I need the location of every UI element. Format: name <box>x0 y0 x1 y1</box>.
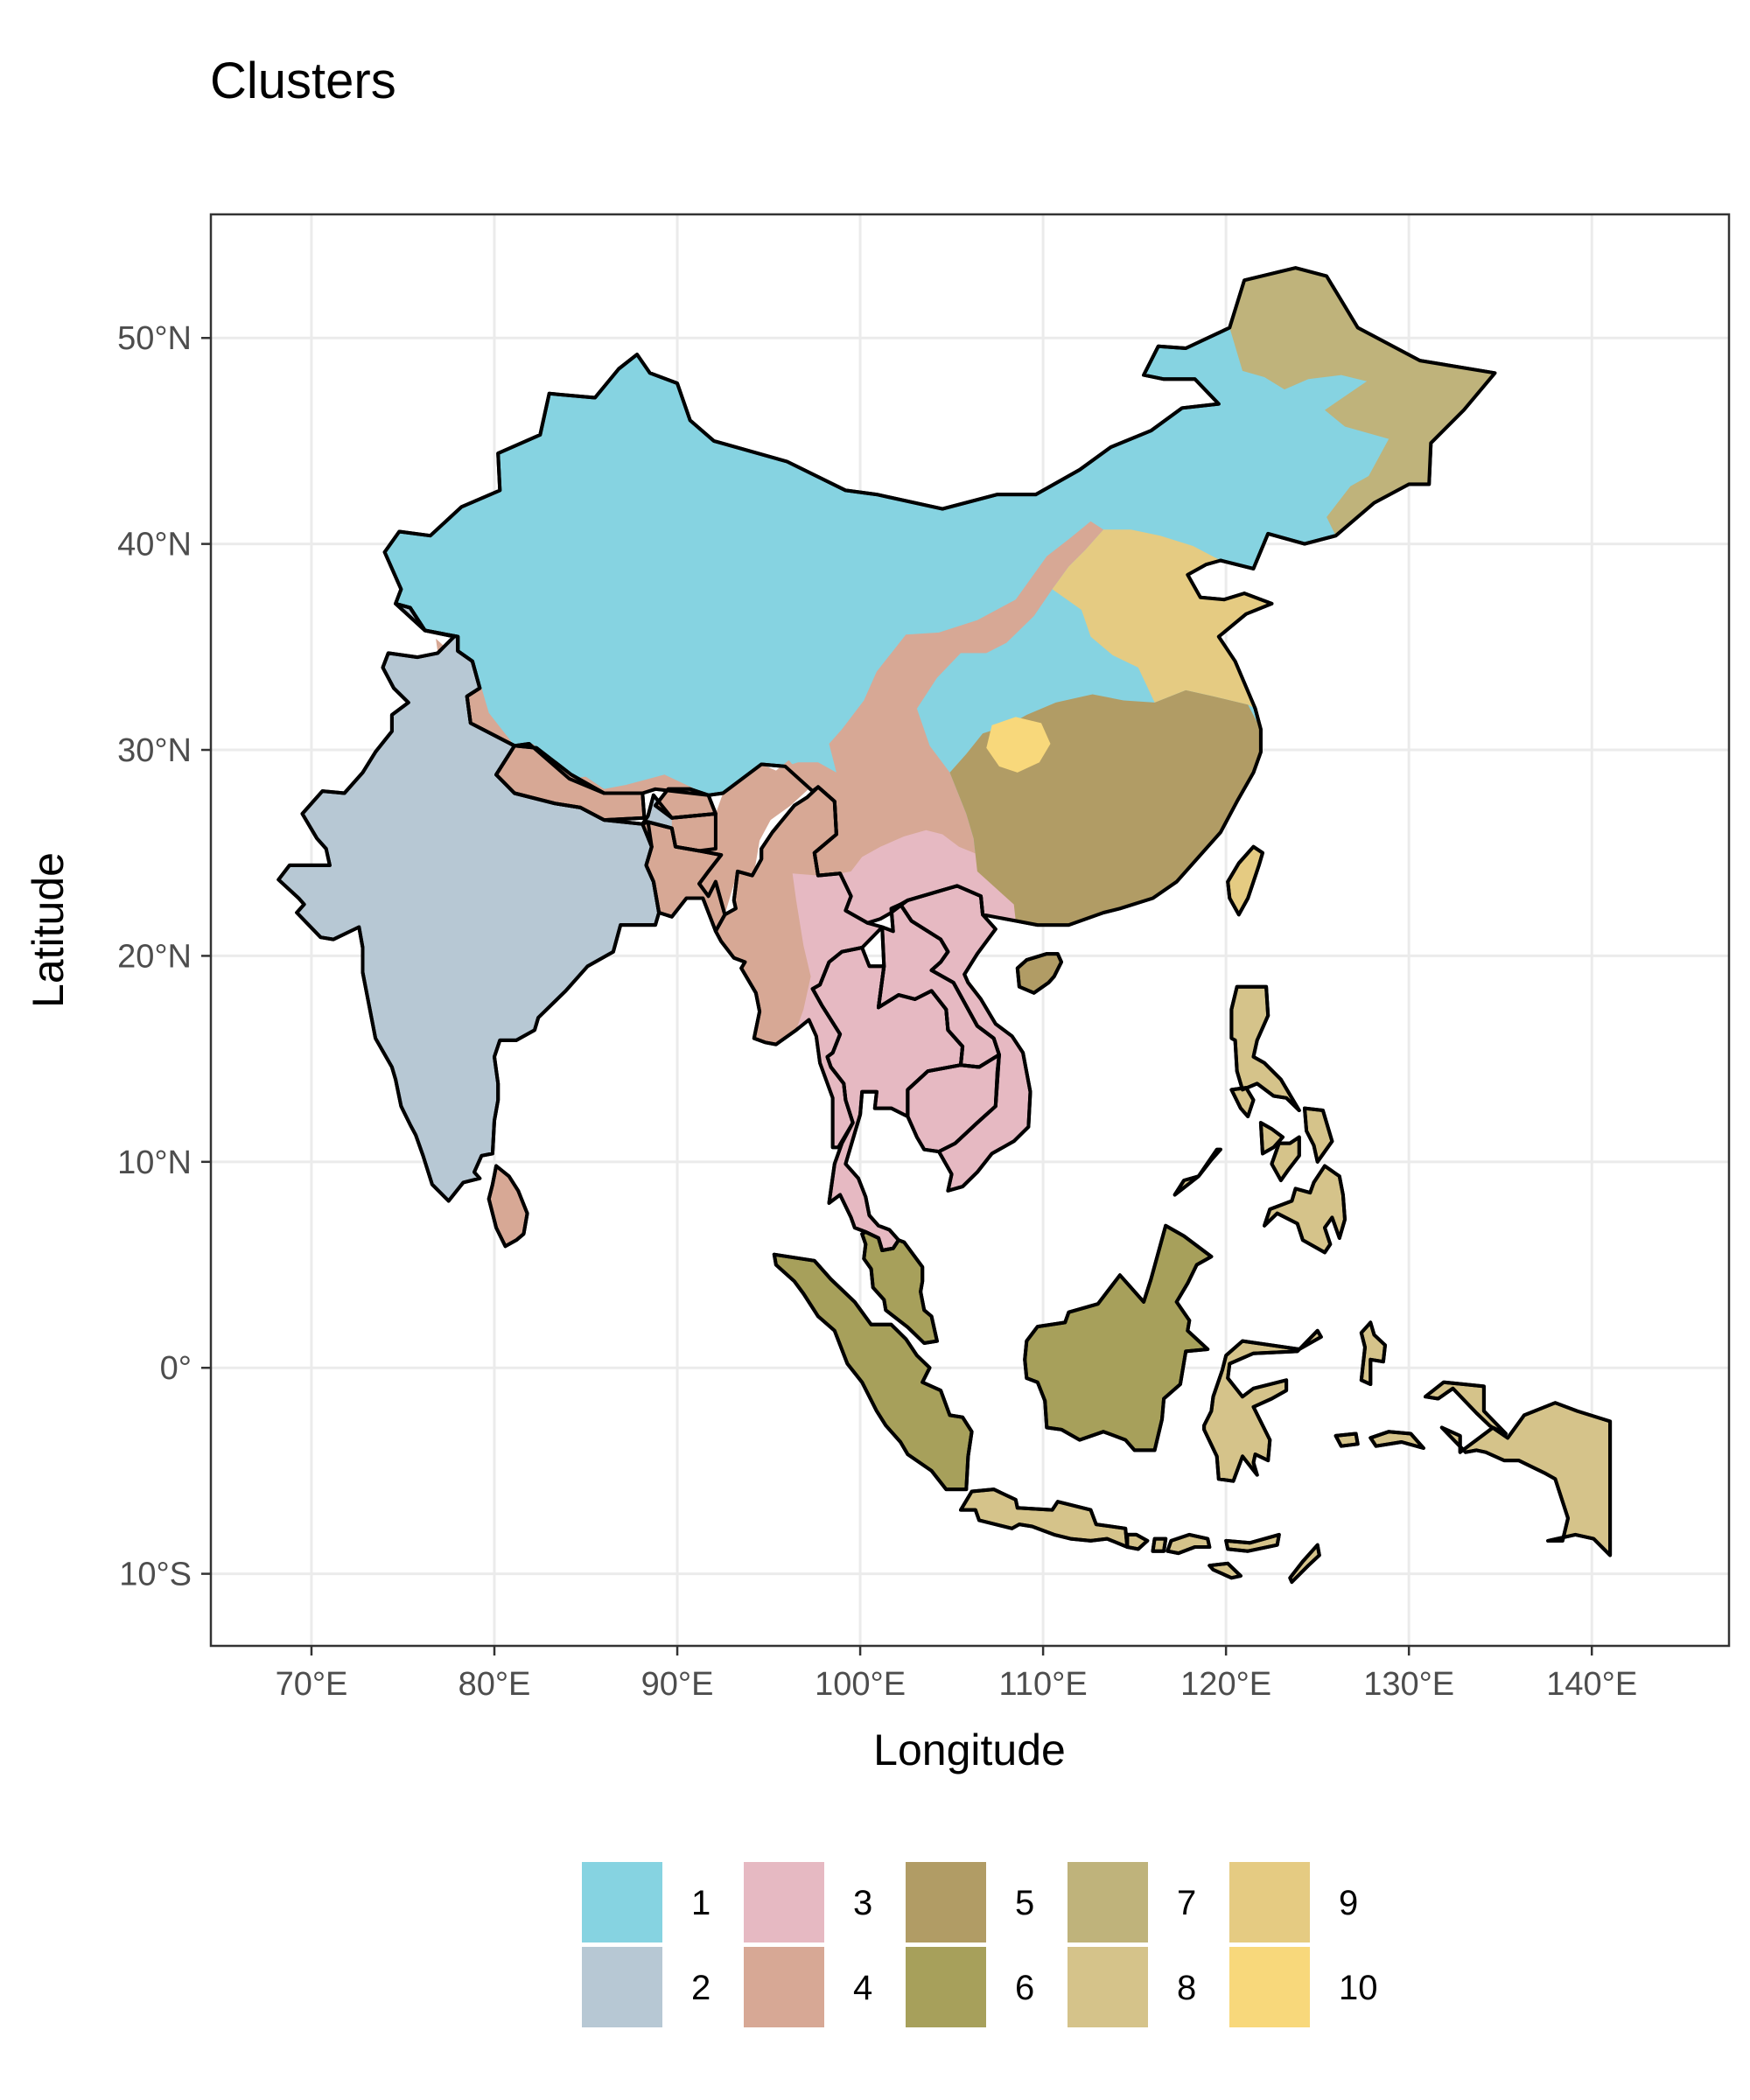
border-sulawesi <box>1202 1328 1323 1483</box>
border-negros-cebu <box>1270 1135 1301 1182</box>
border-palawan <box>1172 1147 1222 1197</box>
legend-swatch <box>1228 1860 1312 1944</box>
border-flores <box>1224 1532 1281 1553</box>
legend-swatch <box>1228 1945 1312 2029</box>
legend-swatch <box>742 1860 826 1944</box>
border-sumatra <box>772 1252 974 1492</box>
x-tick-label: 90°E <box>641 1666 714 1703</box>
y-tick-label: 20°N <box>117 938 192 975</box>
legend-swatch <box>904 1945 988 2029</box>
border-taiwan <box>1226 844 1264 917</box>
x-tick-label: 110°E <box>999 1666 1088 1703</box>
legend-label: 3 <box>853 1884 872 1922</box>
border-luzon <box>1229 984 1301 1112</box>
legend-swatch <box>904 1860 988 1944</box>
map-panel <box>209 213 1731 1648</box>
legend-label: 9 <box>1339 1884 1358 1922</box>
border-peninsular-malaysia <box>860 1229 939 1345</box>
legend-item-9: 9 <box>1228 1860 1358 1944</box>
border-samar-leyte <box>1303 1106 1334 1164</box>
legend-item-2: 2 <box>580 1945 710 2029</box>
border-china <box>382 266 1497 928</box>
region-china-cluster-10 <box>986 717 1051 773</box>
legend-item-5: 5 <box>904 1860 1034 1944</box>
x-tick-label: 120°E <box>1180 1666 1271 1703</box>
legend-label: 6 <box>1015 1969 1034 2007</box>
region-china-cluster-3 <box>840 830 1038 923</box>
legend-item-3: 3 <box>742 1860 872 1944</box>
legend-item-1: 1 <box>580 1860 710 1944</box>
border-vietnam <box>899 884 1032 1193</box>
border-halmahera <box>1359 1320 1387 1386</box>
legend-label: 1 <box>691 1884 710 1922</box>
y-tick-label: 40°N <box>117 527 192 564</box>
border-bangladesh <box>640 820 727 934</box>
y-tick-label: 0° <box>160 1350 192 1387</box>
border-seram <box>1368 1430 1425 1450</box>
legend-item-8: 8 <box>1066 1945 1196 2029</box>
region-china-cluster-4 <box>428 521 1104 923</box>
legend-label: 10 <box>1339 1969 1378 2007</box>
legend: 1 2 3 4 5 6 7 8 9 10 <box>580 1860 1378 2029</box>
x-tick-label: 130°E <box>1363 1666 1454 1703</box>
border-borneo <box>1023 1223 1214 1452</box>
legend-swatch <box>580 1945 664 2029</box>
region-myanmar-north-cluster-3 <box>792 873 883 1148</box>
region-china-cluster-9 <box>1052 529 1272 709</box>
border-timor <box>1288 1543 1321 1584</box>
legend-item-7: 7 <box>1066 1860 1196 1944</box>
border-buru <box>1334 1432 1360 1448</box>
border-bali <box>1125 1532 1150 1551</box>
border-sri-lanka <box>486 1164 529 1249</box>
panel-border <box>209 213 1731 1648</box>
y-tick-label: 30°N <box>117 732 192 769</box>
y-axis-ticks: 50°N 40°N 30°N 20°N 10°N 0° 10°S <box>117 320 211 1593</box>
y-tick-label: 50°N <box>117 320 192 357</box>
legend-label: 7 <box>1177 1884 1196 1922</box>
legend-swatch <box>742 1945 826 2029</box>
border-mindoro <box>1229 1086 1256 1118</box>
legend-label: 5 <box>1015 1884 1034 1922</box>
legend-label: 8 <box>1177 1969 1196 2007</box>
legend-item-6: 6 <box>904 1945 1034 2029</box>
x-axis-ticks: 70°E 80°E 90°E 100°E 110°E 120°E 130°E 140°E <box>276 1646 1637 1703</box>
legend-swatch <box>1066 1860 1150 1944</box>
border-sumbawa <box>1166 1532 1212 1556</box>
border-nepal <box>494 744 647 822</box>
y-tick-label: 10°S <box>119 1557 192 1593</box>
border-lombok <box>1151 1536 1168 1553</box>
border-new-guinea <box>1424 1380 1613 1558</box>
map-title: Clusters <box>210 52 396 109</box>
legend-label: 2 <box>691 1969 710 2007</box>
x-tick-label: 140°E <box>1546 1666 1637 1703</box>
x-tick-label: 70°E <box>276 1666 348 1703</box>
map-regions <box>276 266 1613 1584</box>
x-axis-title: Longitude <box>873 1726 1066 1774</box>
border-bhutan <box>654 787 718 820</box>
x-tick-label: 80°E <box>458 1666 531 1703</box>
border-sumba <box>1208 1561 1242 1580</box>
legend-swatch <box>580 1860 664 1944</box>
legend-swatch <box>1066 1945 1150 2029</box>
legend-label: 4 <box>853 1969 872 2007</box>
border-hainan <box>1015 952 1063 995</box>
legend-item-4: 4 <box>742 1945 872 2029</box>
legend-item-10: 10 <box>1228 1945 1378 2029</box>
x-tick-label: 100°E <box>815 1666 906 1703</box>
y-axis-title: Latitude <box>24 852 73 1008</box>
border-mindanao <box>1263 1164 1347 1255</box>
y-tick-label: 10°N <box>117 1144 192 1181</box>
